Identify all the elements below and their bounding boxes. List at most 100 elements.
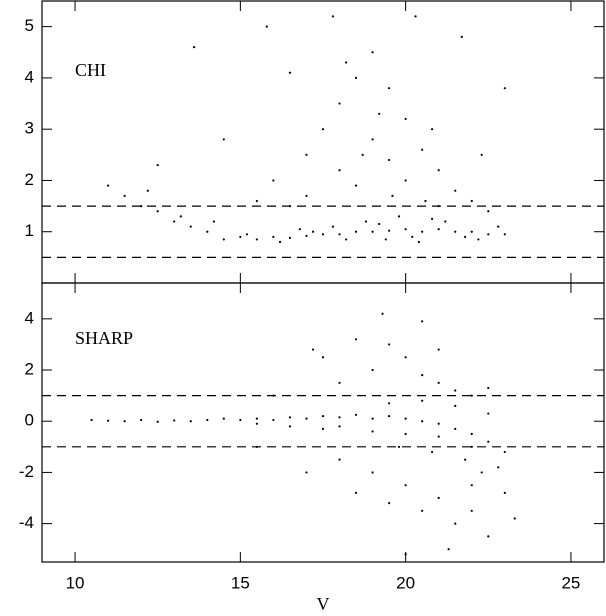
point <box>107 419 110 422</box>
point <box>265 25 268 28</box>
point <box>189 420 192 423</box>
point <box>397 215 401 218</box>
point <box>470 445 473 448</box>
point <box>288 416 292 419</box>
point <box>321 356 325 359</box>
point <box>338 416 341 419</box>
point <box>414 15 417 18</box>
point <box>338 169 341 172</box>
y-tick-label: 1 <box>25 221 34 240</box>
y-tick-label: 4 <box>25 67 34 86</box>
point <box>447 548 450 551</box>
point <box>321 427 325 430</box>
point <box>206 230 209 233</box>
point <box>371 138 374 141</box>
point <box>179 215 182 218</box>
point <box>470 484 473 487</box>
point <box>404 417 407 420</box>
point <box>388 229 391 232</box>
point <box>437 348 440 351</box>
point <box>503 491 506 494</box>
point <box>404 432 407 436</box>
point <box>305 234 308 237</box>
point <box>388 402 391 405</box>
panel-label: CHI <box>75 60 106 80</box>
point <box>354 338 358 341</box>
point <box>331 15 335 18</box>
panel-frame <box>41 282 605 563</box>
point <box>272 179 275 182</box>
point <box>354 491 358 494</box>
x-tick-label: 10 <box>66 573 85 592</box>
point <box>123 194 126 197</box>
point <box>437 435 440 438</box>
point <box>255 422 258 425</box>
point <box>90 418 93 422</box>
point <box>354 413 358 416</box>
point <box>437 228 440 231</box>
x-tick-label: 25 <box>561 573 580 592</box>
point <box>464 458 467 461</box>
point <box>371 230 374 233</box>
point <box>278 240 282 244</box>
point <box>371 368 374 372</box>
point <box>298 228 301 231</box>
point <box>497 225 500 228</box>
point <box>140 418 143 422</box>
point <box>444 220 447 223</box>
y-tick-label: -4 <box>19 513 34 532</box>
point <box>384 238 387 241</box>
point <box>338 458 341 461</box>
point <box>338 102 341 105</box>
point <box>404 484 407 487</box>
point <box>454 189 457 192</box>
point <box>288 236 292 239</box>
point <box>378 222 381 226</box>
point <box>487 210 490 213</box>
point <box>222 417 225 420</box>
point <box>156 210 159 213</box>
point <box>417 240 420 244</box>
point <box>487 535 490 538</box>
y-tick-label: 0 <box>25 411 34 430</box>
point <box>173 419 176 422</box>
point <box>437 496 440 500</box>
point <box>421 374 424 377</box>
point <box>404 356 407 359</box>
point <box>503 450 506 454</box>
point <box>404 179 407 182</box>
point <box>454 230 457 233</box>
point <box>338 233 341 236</box>
point <box>470 230 473 233</box>
point <box>222 238 225 241</box>
point <box>421 320 424 323</box>
y-tick-label: -2 <box>19 462 34 481</box>
point <box>430 450 434 454</box>
point <box>222 138 225 141</box>
point <box>404 117 407 121</box>
x-axis-label: V <box>317 594 330 614</box>
point <box>437 169 440 172</box>
point <box>397 445 401 448</box>
point <box>321 415 325 418</box>
point <box>338 425 341 428</box>
point <box>454 427 457 430</box>
point <box>421 420 424 423</box>
point <box>487 412 490 415</box>
point <box>364 220 368 223</box>
point <box>503 233 506 236</box>
point <box>487 233 490 236</box>
point <box>421 148 424 151</box>
point <box>464 235 467 238</box>
point <box>371 471 374 474</box>
point <box>454 522 457 525</box>
point <box>354 76 358 80</box>
point <box>107 184 110 187</box>
point <box>430 217 434 221</box>
point <box>388 158 391 162</box>
point <box>477 238 480 241</box>
point <box>480 153 483 156</box>
point <box>146 189 149 192</box>
point <box>206 418 209 422</box>
point <box>338 381 341 384</box>
